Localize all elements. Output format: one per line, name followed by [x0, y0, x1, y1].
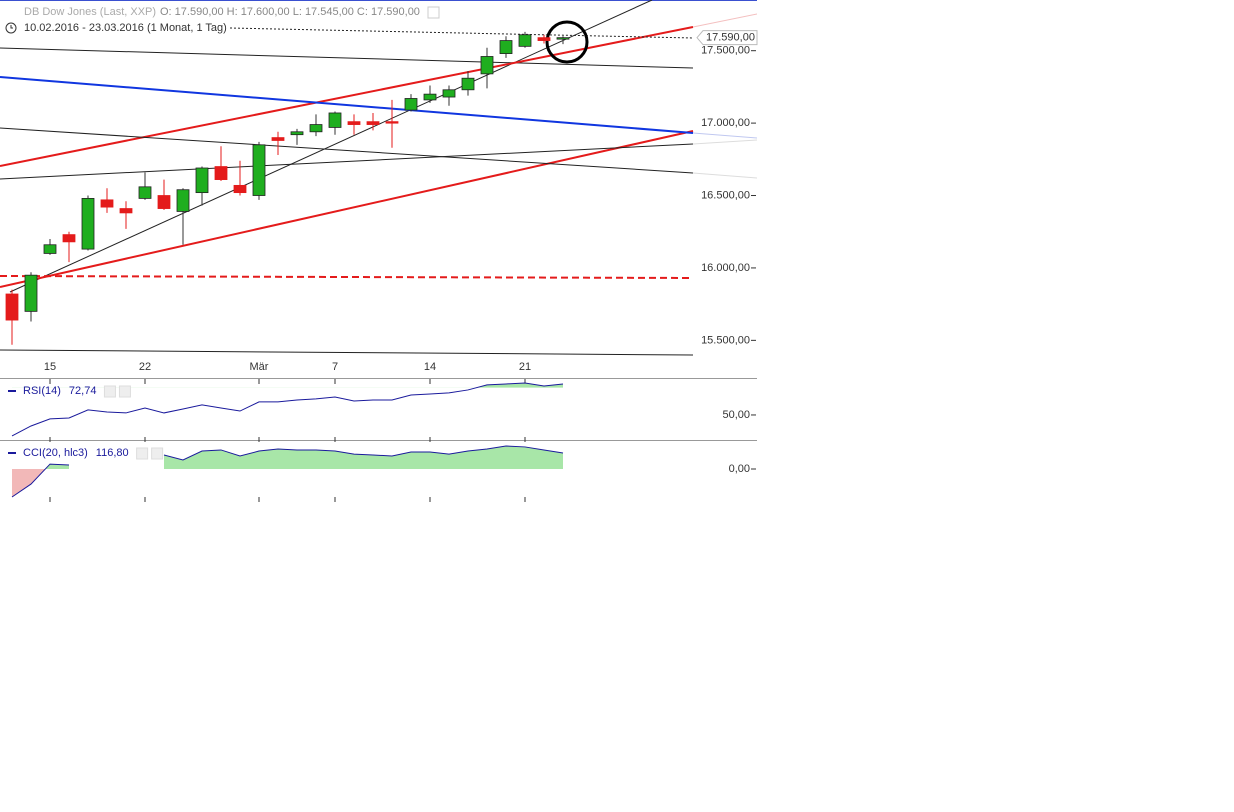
indicator-line: [11, 382, 564, 437]
legend-name: RSI(14): [23, 385, 61, 397]
x-tick-label: 14: [424, 361, 436, 373]
indicator-fill: [12, 382, 563, 388]
trendline-extension: [692, 172, 757, 179]
trendline-extension: [692, 139, 757, 145]
legend-value: 116,80: [96, 447, 129, 459]
clock-icon: [5, 22, 17, 34]
support-line: [0, 275, 694, 279]
indicator-line: [163, 445, 564, 461]
settings-icon[interactable]: [427, 6, 440, 19]
ohlc-readout: O: 17.590,00 H: 17.600,00 L: 17.545,00 C…: [160, 6, 420, 18]
candle-body: [480, 56, 494, 75]
candle-body: [537, 37, 551, 41]
indicator-fill: [45, 464, 69, 470]
candle-body: [214, 166, 228, 180]
y-tick-label: 15.500,00: [701, 334, 750, 346]
y-tick-label: 16.500,00: [701, 189, 750, 201]
candle-body: [328, 112, 342, 128]
trendline: [0, 143, 694, 180]
candle-body: [176, 189, 190, 212]
legend-value: 72,74: [69, 385, 97, 397]
x-tick-label: 21: [519, 361, 531, 373]
y-tick-label: 17.500,00: [701, 45, 750, 57]
x-tick-label: Mär: [250, 361, 269, 373]
candle-body: [5, 293, 19, 321]
trendline: [0, 349, 694, 356]
candle-body: [556, 37, 570, 40]
y-tick-label: 16.000,00: [701, 262, 750, 274]
candle-body: [252, 144, 266, 196]
trendline-extension: [692, 132, 757, 139]
candle-body: [271, 137, 285, 141]
trendline: [0, 26, 694, 167]
candle-body: [461, 77, 475, 91]
highlight-circle: [545, 20, 589, 64]
candle-body: [195, 167, 209, 194]
candle-body: [290, 131, 304, 136]
header: DB Dow Jones (Last, XXP) O: 17.590,00 H:…: [5, 6, 440, 34]
indicator-line: [11, 463, 70, 498]
candle-body: [518, 34, 532, 47]
x-tick-label: 7: [332, 361, 338, 373]
candle-body: [157, 195, 171, 209]
candle-body: [404, 98, 418, 111]
candle-body: [423, 93, 437, 101]
legend-settings[interactable]: [136, 447, 149, 460]
trendline: [0, 127, 694, 174]
candle-body: [100, 199, 114, 208]
candle-body: [81, 198, 95, 250]
legend-close[interactable]: [151, 447, 164, 460]
legend-close[interactable]: [118, 385, 131, 398]
instrument-title: DB Dow Jones (Last, XXP): [24, 6, 156, 18]
date-range: 10.02.2016 - 23.03.2016 (1 Monat, 1 Tag): [24, 22, 227, 34]
trendline: [0, 130, 694, 288]
candle-body: [385, 121, 399, 124]
candle-body: [119, 208, 133, 214]
candle-body: [43, 244, 57, 254]
candle-body: [366, 121, 380, 125]
legend-name: CCI(20, hlc3): [23, 447, 88, 459]
y-tick-label: 17.000,00: [701, 117, 750, 129]
candle-body: [138, 186, 152, 199]
indicator-fill: [164, 445, 563, 470]
trendline: [9, 0, 653, 293]
trendline: [0, 47, 694, 69]
candle-body: [347, 121, 361, 125]
candle-body: [309, 124, 323, 133]
candle-body: [442, 89, 456, 98]
clock-hands: [10, 25, 13, 29]
price-tag-label: 17.590,00: [706, 32, 755, 44]
trendline-extension: [692, 13, 757, 28]
legend-settings[interactable]: [103, 385, 116, 398]
trendline: [0, 76, 694, 134]
x-tick-label: 15: [44, 361, 56, 373]
candle-body: [499, 40, 513, 54]
candle-body: [24, 274, 38, 312]
x-tick-label: 22: [139, 361, 151, 373]
indicator-fill: [12, 469, 69, 497]
candle-body: [233, 184, 247, 194]
y-tick-label: 0,00: [729, 463, 750, 475]
y-tick-label: 50,00: [722, 409, 750, 421]
candle-body: [62, 234, 76, 243]
trendlines: [0, 0, 757, 356]
price-tag: [696, 30, 758, 46]
price-line: [229, 27, 694, 39]
